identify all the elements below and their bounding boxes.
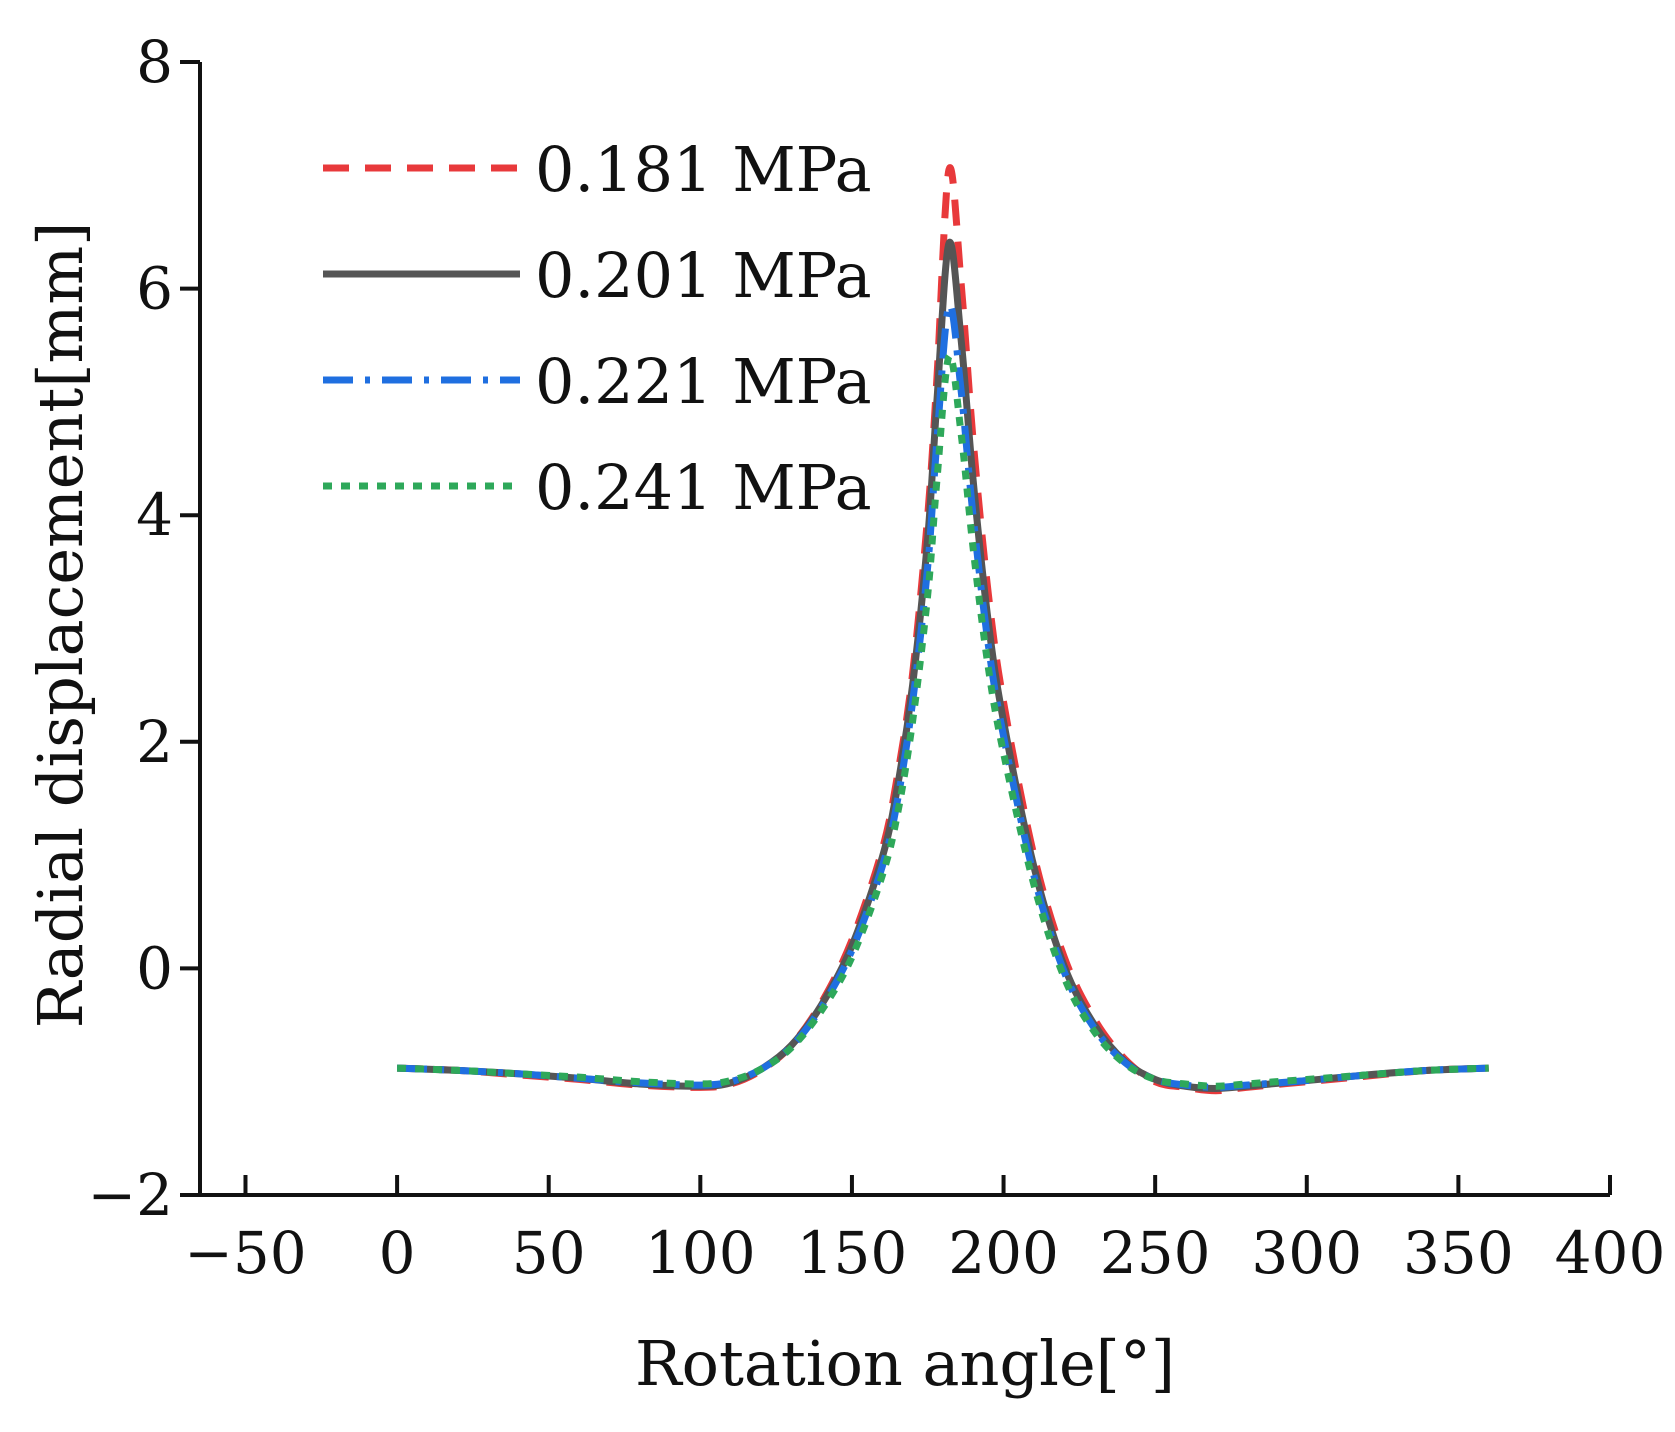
legend-label: 0.241 MPa [535, 451, 872, 524]
x-ticks: −50 0 50 100 150 200 250 300 350 400 [184, 1175, 1665, 1287]
legend: 0.181 MPa 0.201 MPa 0.221 MPa 0.241 MPa [323, 133, 872, 524]
series-layer [396, 164, 1489, 1095]
y-tick-label: 0 [136, 934, 173, 1002]
y-tick-label: −2 [88, 1161, 174, 1229]
x-axis-title: Rotation angle[°] [635, 1327, 1175, 1400]
x-tick-label: 300 [1251, 1219, 1362, 1287]
x-tick-label: 150 [797, 1219, 908, 1287]
y-tick-label: 6 [136, 255, 173, 323]
y-axis-title: Radial displacement[mm] [24, 222, 97, 1029]
legend-label: 0.221 MPa [535, 345, 872, 418]
x-tick-label: 250 [1100, 1219, 1211, 1287]
x-tick-label: 200 [948, 1219, 1059, 1287]
series-line-0-221-mpa [396, 301, 1489, 1091]
y-ticks: −2 0 2 4 6 8 [88, 28, 200, 1229]
legend-label: 0.201 MPa [535, 239, 872, 312]
x-tick-label: 100 [645, 1219, 756, 1287]
y-tick-label: 8 [136, 28, 173, 96]
x-tick-label: 0 [379, 1219, 416, 1287]
x-tick-label: 400 [1555, 1219, 1666, 1287]
x-tick-label: −50 [184, 1219, 306, 1287]
legend-label: 0.181 MPa [535, 133, 872, 206]
series-line-0-241-mpa [396, 352, 1489, 1090]
y-tick-label: 4 [136, 481, 173, 549]
x-tick-label: 50 [512, 1219, 586, 1287]
x-tick-label: 350 [1403, 1219, 1514, 1287]
y-tick-label: 2 [136, 708, 173, 776]
axes [198, 62, 1610, 1197]
